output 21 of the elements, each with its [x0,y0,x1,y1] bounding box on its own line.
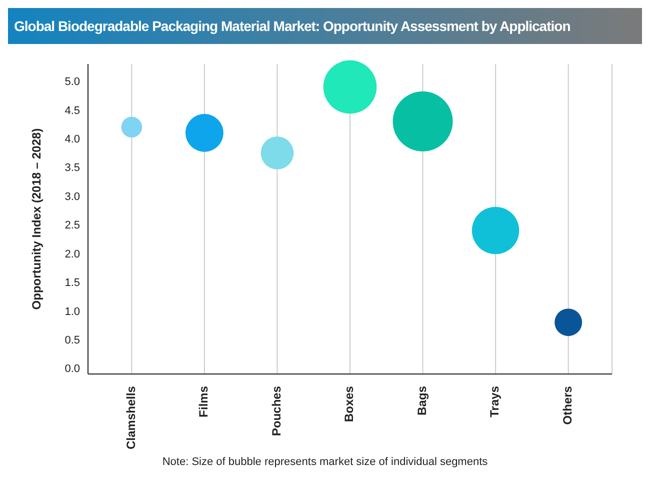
y-axis-title: Opportunity Index (2018 – 2028) [29,128,44,310]
y-tick-label: 1.5 [64,277,80,290]
text: Note: Size of bubble represents market size of individual segments [161,456,489,468]
x-tick-label: Trays [488,386,502,418]
y-tick-label: 0.0 [64,363,80,376]
x-tick-label: Pouches [269,386,284,436]
x-tick-label: Boxes [342,386,356,422]
y-tick-label: 3.5 [64,162,80,174]
y-tick-label: 4.5 [64,104,80,117]
y-tick-label: 4.0 [64,134,80,146]
y-tick-label: 0.5 [64,334,80,346]
y-tick-label: 1.0 [64,306,80,318]
x-tick-label: Clamshells [124,386,138,450]
y-tick-label: 5.0 [64,76,80,88]
y-tick-label: 3.0 [64,190,80,203]
y-tick-label: 2.5 [64,220,80,232]
x-tick-label: Films [196,386,211,418]
y-tick-label: 2.0 [64,248,80,260]
x-tick-label: Bags [414,386,429,416]
x-tick-label: Others [560,386,575,425]
chart-title: Global Biodegradable Packaging Material Market: Opportunity Assessment by Application [8,8,642,44]
